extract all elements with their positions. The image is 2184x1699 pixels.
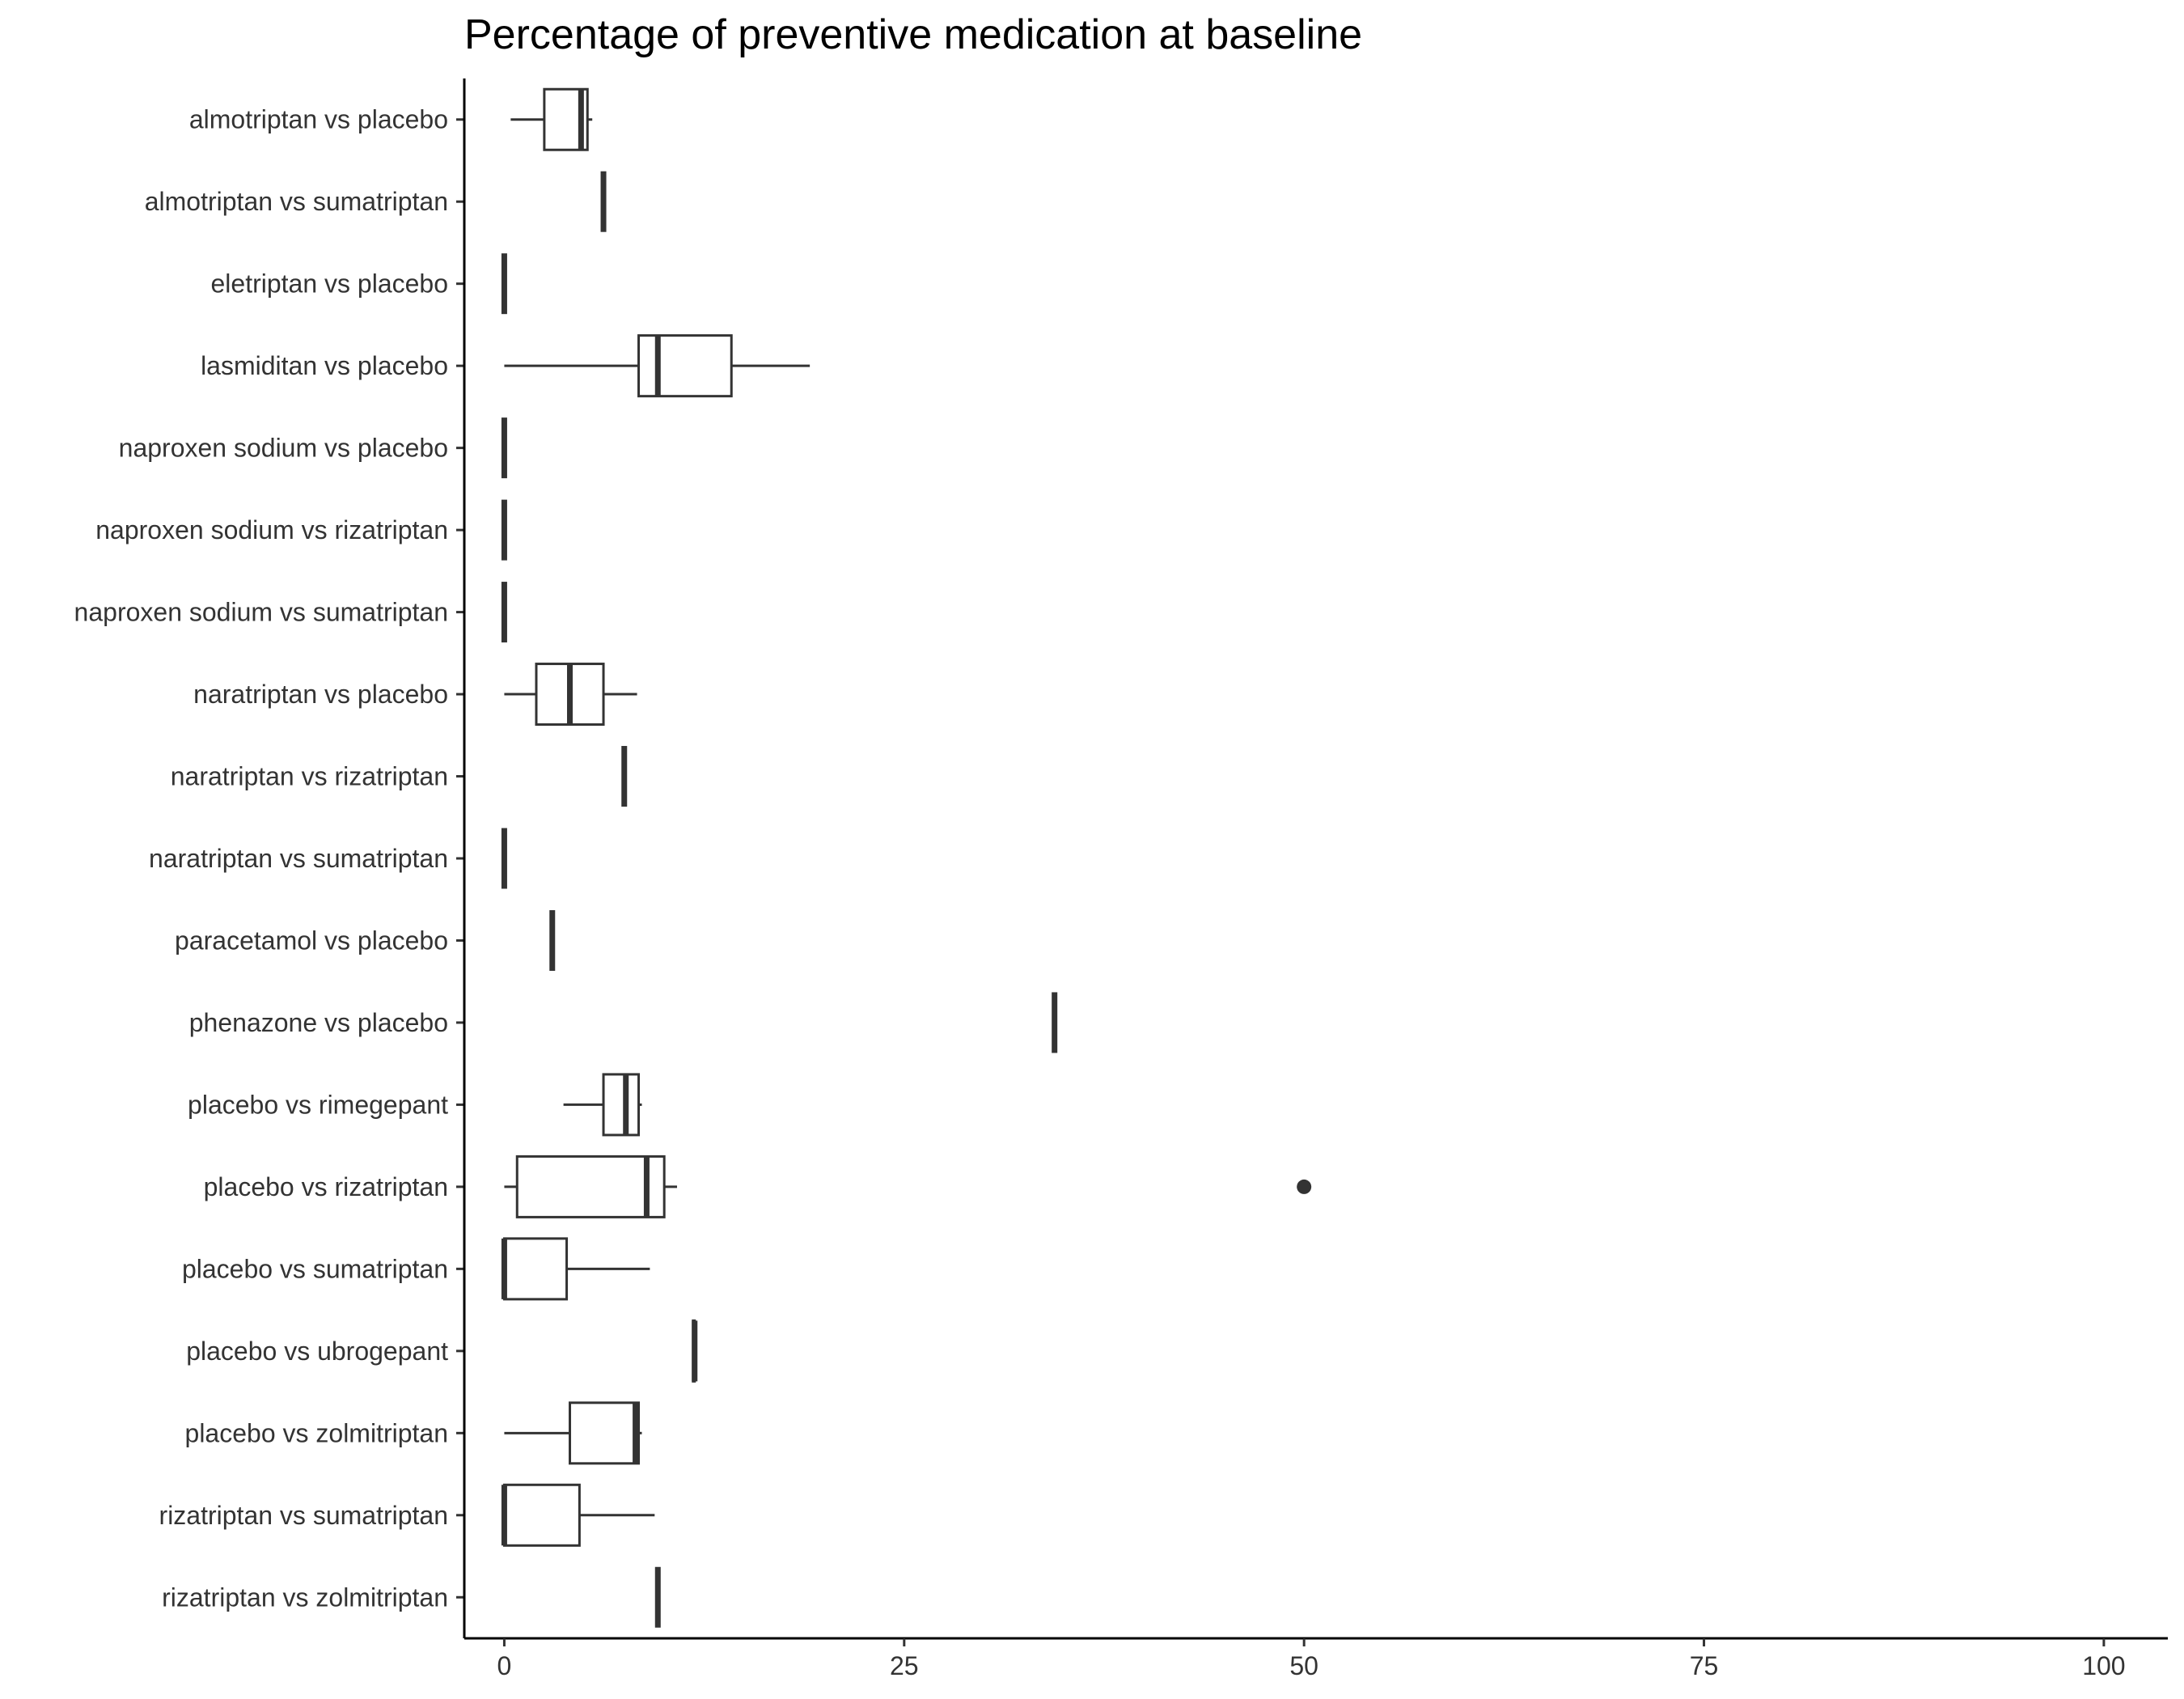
median-line <box>501 417 507 479</box>
category-label: lasmiditan vs placebo <box>201 351 448 380</box>
median-line <box>600 171 607 232</box>
x-axis: 0 25 50 75 100 <box>464 1637 2168 1680</box>
category-label: naratriptan vs rizatriptan <box>171 762 448 791</box>
box-iqr <box>637 334 733 398</box>
box-group <box>600 171 607 232</box>
x-tick-label: 0 <box>497 1651 512 1680</box>
median-line <box>654 1566 661 1628</box>
box-group <box>501 582 507 643</box>
y-axis: almotriptan vs placebo almotriptan vs sum… <box>74 78 466 1638</box>
box-iqr <box>602 1073 641 1137</box>
category-label: naproxen sodium vs placebo <box>119 434 448 463</box>
category-label: naproxen sodium vs sumatriptan <box>74 598 448 627</box>
category-label: almotriptan vs sumatriptan <box>145 187 448 216</box>
category-label: eletriptan vs placebo <box>210 269 448 299</box>
box-iqr <box>515 1155 666 1218</box>
box-group <box>504 1155 1312 1218</box>
box-iqr <box>569 1401 641 1465</box>
median-line <box>1052 992 1058 1053</box>
median-line <box>501 499 507 561</box>
box-group <box>549 909 556 971</box>
category-label: placebo vs rizatriptan <box>204 1172 448 1201</box>
category-label: naproxen sodium vs rizatriptan <box>95 515 448 544</box>
category-label: almotriptan vs placebo <box>189 105 448 134</box>
x-tick-label: 25 <box>890 1651 919 1680</box>
median-line <box>501 253 507 315</box>
category-label: placebo vs sumatriptan <box>182 1254 448 1283</box>
box-group <box>501 1483 655 1547</box>
box-group <box>563 1073 642 1137</box>
box-group <box>504 334 811 398</box>
category-label: placebo vs ubrogepant <box>186 1337 448 1366</box>
category-label: naratriptan vs placebo <box>193 680 448 709</box>
category-label: naratriptan vs sumatriptan <box>149 844 448 873</box>
median-line <box>501 828 507 889</box>
box-group <box>621 746 628 807</box>
box-group <box>501 417 507 479</box>
box-group <box>501 1237 650 1301</box>
box-group <box>501 828 507 889</box>
x-tick-label: 100 <box>2082 1651 2125 1680</box>
median-line <box>621 746 628 807</box>
category-label: phenazone vs placebo <box>189 1008 448 1037</box>
chart-title: Percentage of preventive medication at b… <box>464 11 1362 58</box>
box-group <box>692 1319 698 1383</box>
median-line <box>549 909 556 971</box>
plot-marks <box>501 87 1312 1628</box>
category-label: rizatriptan vs zolmitriptan <box>162 1582 448 1612</box>
category-label: placebo vs rimegepant <box>188 1090 448 1119</box>
x-tick-label: 50 <box>1289 1651 1318 1680</box>
box-group <box>504 1401 642 1465</box>
box-group <box>501 499 507 561</box>
x-tick-label: 75 <box>1690 1651 1719 1680</box>
box-group <box>504 663 637 727</box>
category-label: rizatriptan vs sumatriptan <box>159 1501 448 1530</box>
median-line <box>501 582 507 643</box>
box-iqr <box>502 1237 569 1301</box>
box-group <box>510 87 593 151</box>
box-group <box>501 253 507 315</box>
category-label: placebo vs zolmitriptan <box>185 1418 448 1447</box>
outlier-point <box>1297 1179 1312 1194</box>
box-group <box>1052 992 1058 1053</box>
category-label: paracetamol vs placebo <box>175 926 448 955</box>
box-group <box>654 1566 661 1628</box>
box-iqr <box>502 1483 581 1547</box>
